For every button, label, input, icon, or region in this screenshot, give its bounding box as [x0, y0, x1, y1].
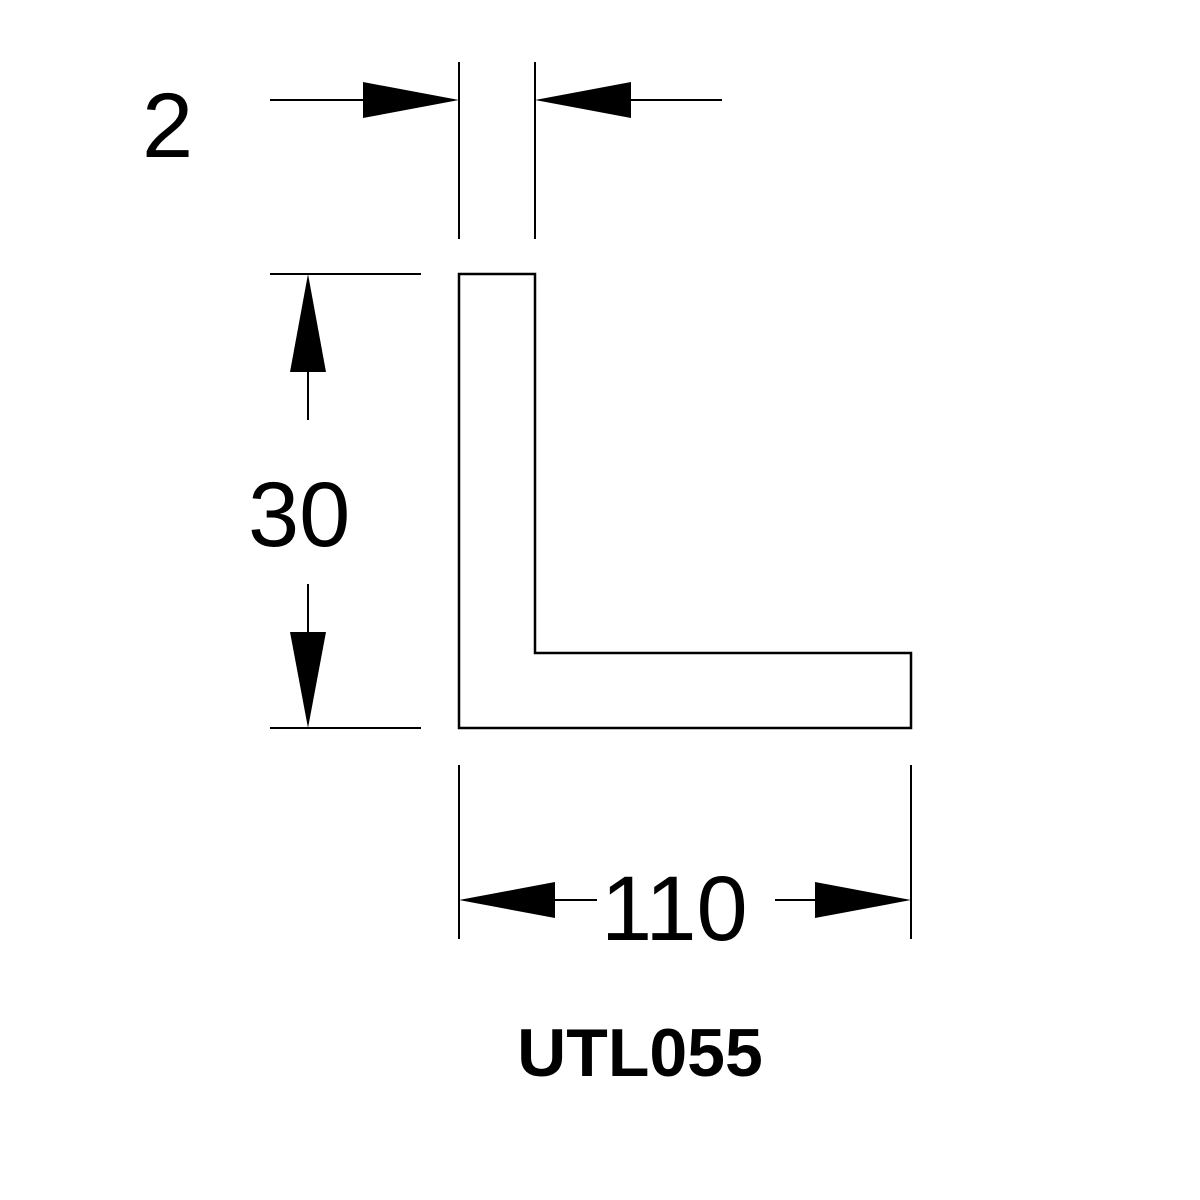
thickness-dimension: 2 [142, 62, 722, 239]
width-arrow-left [459, 882, 555, 918]
width-label: 110 [601, 858, 748, 960]
height-arrow-down [290, 632, 326, 728]
height-arrow-up [290, 274, 326, 372]
width-dimension: 110 [458, 765, 912, 960]
height-dimension: 30 [248, 273, 421, 729]
part-code: UTL055 [517, 1015, 763, 1091]
thickness-arrow-right [535, 82, 631, 118]
thickness-label: 2 [142, 75, 193, 177]
thickness-arrow-left [363, 82, 459, 118]
width-arrow-right [815, 882, 911, 918]
height-label: 30 [248, 464, 350, 566]
l-profile-outline [457, 272, 913, 730]
